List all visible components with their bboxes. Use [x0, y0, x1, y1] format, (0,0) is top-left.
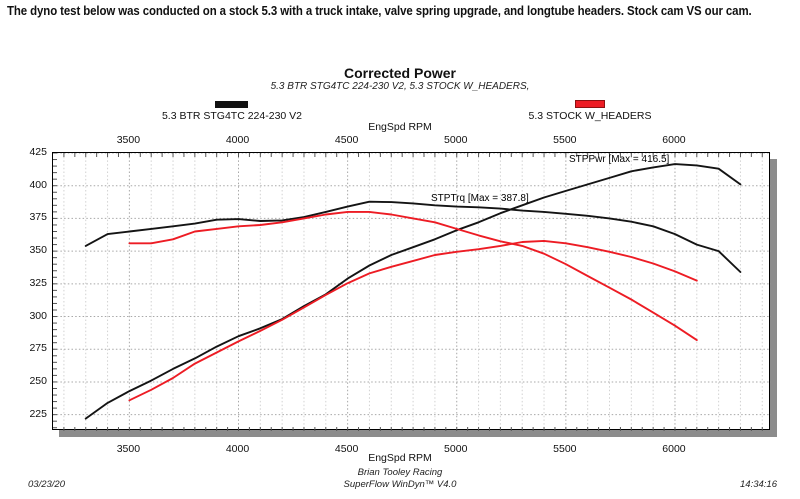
chart-subtitle: 5.3 BTR STG4TC 224-230 V2, 5.3 STOCK W_H…	[270, 81, 530, 92]
x-tick-label: 4500	[334, 443, 359, 455]
legend-swatch-black	[215, 101, 248, 108]
x-tick-label: 4000	[225, 134, 250, 146]
x-axis-title-top: EngSpd RPM	[368, 121, 432, 133]
x-tick-label: 5000	[444, 443, 468, 455]
footer-time: 14:34:16	[740, 479, 777, 490]
x-tick-label: 6000	[662, 443, 686, 455]
x-tick-label: 4500	[334, 134, 359, 146]
curve-stptrq-5-3-btr-stg4tc-224-230-v2	[84, 200, 742, 273]
curve-stppwr-5-3-stock-w-headers	[128, 239, 698, 402]
annotation-power-max: STPPwr [Max = 416.5]	[569, 154, 670, 165]
legend-label-stock-cam: 5.3 STOCK W_HEADERS	[528, 110, 652, 122]
y-tick-label: 350	[29, 244, 47, 257]
y-tick-label: 325	[29, 276, 47, 289]
x-tick-label: 3500	[116, 134, 141, 146]
y-tick-label: 425	[29, 146, 47, 158]
y-tick-label: 225	[29, 407, 47, 420]
plot-svg	[53, 153, 771, 431]
x-axis-title-bottom: EngSpd RPM	[368, 452, 432, 464]
annotation-torque-max: STPTrq [Max = 387.8]	[431, 193, 529, 204]
y-tick-label: 300	[29, 309, 47, 322]
x-tick-label: 3500	[116, 443, 141, 455]
footer-date: 03/23/20	[28, 479, 65, 490]
x-tick-label: 4000	[225, 443, 250, 455]
y-tick-label: 375	[29, 211, 47, 224]
footer-org: Brian Tooley Racing	[357, 467, 443, 478]
header-note: The dyno test below was conducted on a s…	[7, 4, 752, 18]
plot-area: STPPwr [Max = 416.5] STPTrq [Max = 387.8…	[52, 152, 771, 431]
curve-stppwr-5-3-btr-stg4tc-224-230-v2	[84, 163, 742, 420]
x-tick-label: 5000	[444, 134, 468, 146]
y-tick-label: 250	[29, 374, 47, 387]
footer-software: SuperFlow WinDyn™ V4.0	[343, 479, 457, 490]
legend-label-btr-cam: 5.3 BTR STG4TC 224-230 V2	[161, 110, 303, 122]
x-tick-label: 5500	[553, 443, 577, 455]
legend-swatch-red	[575, 100, 605, 108]
chart-title: Corrected Power	[343, 65, 457, 81]
x-tick-label: 5500	[553, 134, 577, 146]
y-tick-label: 275	[29, 342, 47, 355]
curve-stptrq-5-3-stock-w-headers	[128, 210, 698, 342]
y-tick-label: 400	[29, 178, 47, 191]
x-tick-label: 6000	[662, 134, 686, 146]
